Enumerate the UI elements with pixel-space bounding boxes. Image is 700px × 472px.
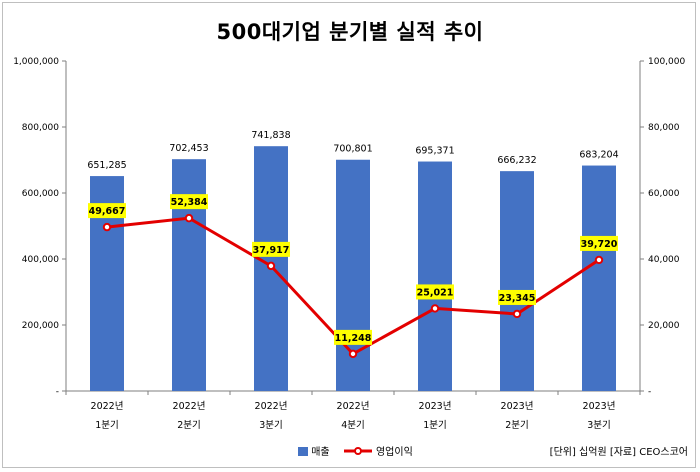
operating-profit-point xyxy=(594,255,604,265)
chart-title: 500대기업 분기별 실적 추이 xyxy=(216,20,484,44)
sales-bar xyxy=(418,161,452,391)
category-year-label: 2023년 xyxy=(501,401,534,412)
operating-profit-point xyxy=(184,213,194,223)
sales-bar-label: 651,285 xyxy=(87,160,126,171)
operating-profit-point xyxy=(102,222,112,232)
sales-bar-label: 700,801 xyxy=(333,144,372,155)
sales-bar-label: 683,204 xyxy=(579,150,618,161)
legend-profit-swatch xyxy=(343,447,372,455)
operating-profit-label-bg xyxy=(170,194,208,210)
legend-sales-label: 매출 xyxy=(311,447,330,458)
y-right-tick-label: 20,000 xyxy=(648,321,680,331)
operating-profit-label-bg xyxy=(88,203,126,219)
y-right-tick-label: 80,000 xyxy=(648,123,680,133)
sales-bar-label: 666,232 xyxy=(497,155,536,166)
category-year-label: 2022년 xyxy=(91,401,124,412)
category-quarter-label: 1분기 xyxy=(423,420,447,431)
sales-bar xyxy=(500,171,534,391)
source-note: [단위] 십억원 [자료] CEO스코어 xyxy=(549,447,688,458)
y-left-tick-label: 400,000 xyxy=(22,255,59,265)
operating-profit-point xyxy=(348,349,358,359)
operating-profit-label-bg xyxy=(498,289,536,305)
category-year-label: 2023년 xyxy=(419,401,452,412)
y-left-tick-label: - xyxy=(56,387,59,397)
legend-sales-swatch xyxy=(298,447,308,456)
y-right-tick-label: 60,000 xyxy=(648,189,680,199)
operating-profit-point xyxy=(266,261,276,271)
operating-profit-label-bg xyxy=(580,235,618,251)
category-quarter-label: 2분기 xyxy=(505,420,529,431)
sales-bar-label: 741,838 xyxy=(251,130,290,141)
y-left-tick-label: 600,000 xyxy=(22,189,59,199)
category-year-label: 2022년 xyxy=(173,401,206,412)
category-year-label: 2022년 xyxy=(255,401,288,412)
operating-profit-point xyxy=(512,309,522,319)
sales-bar-label: 695,371 xyxy=(415,146,454,157)
operating-profit-label: 49,667 xyxy=(89,206,126,217)
operating-profit-label-bg xyxy=(252,241,290,257)
y-right-tick-label: - xyxy=(648,387,651,397)
y-right-tick-label: 40,000 xyxy=(648,255,680,265)
operating-profit-label: 25,021 xyxy=(417,287,454,298)
operating-profit-point xyxy=(430,304,440,313)
operating-profit-label-bg xyxy=(334,329,372,345)
category-quarter-label: 3분기 xyxy=(259,420,283,431)
operating-profit-label: 52,384 xyxy=(171,197,208,208)
operating-profit-label: 11,248 xyxy=(335,333,372,344)
y-left-tick-label: 800,000 xyxy=(22,123,59,133)
sales-bar-label: 702,453 xyxy=(169,143,208,154)
category-quarter-label: 3분기 xyxy=(587,420,611,431)
category-year-label: 2023년 xyxy=(583,401,616,412)
category-quarter-label: 2분기 xyxy=(177,420,201,431)
operating-profit-label: 39,720 xyxy=(581,239,618,250)
y-left-tick-label: 1,000,000 xyxy=(13,57,59,67)
operating-profit-label: 23,345 xyxy=(499,293,536,304)
category-quarter-label: 4분기 xyxy=(341,420,365,431)
operating-profit-label-bg xyxy=(416,284,454,300)
operating-profit-label: 37,917 xyxy=(253,245,290,256)
category-quarter-label: 1분기 xyxy=(95,420,119,431)
sales-bar xyxy=(582,165,616,391)
category-year-label: 2022년 xyxy=(337,401,370,412)
y-right-tick-label: 100,000 xyxy=(648,57,685,67)
legend-profit-label: 영업이익 xyxy=(375,447,413,458)
y-left-tick-label: 200,000 xyxy=(22,321,59,331)
legend: 매출 영업이익 xyxy=(298,443,413,458)
sales-bar xyxy=(172,159,206,391)
